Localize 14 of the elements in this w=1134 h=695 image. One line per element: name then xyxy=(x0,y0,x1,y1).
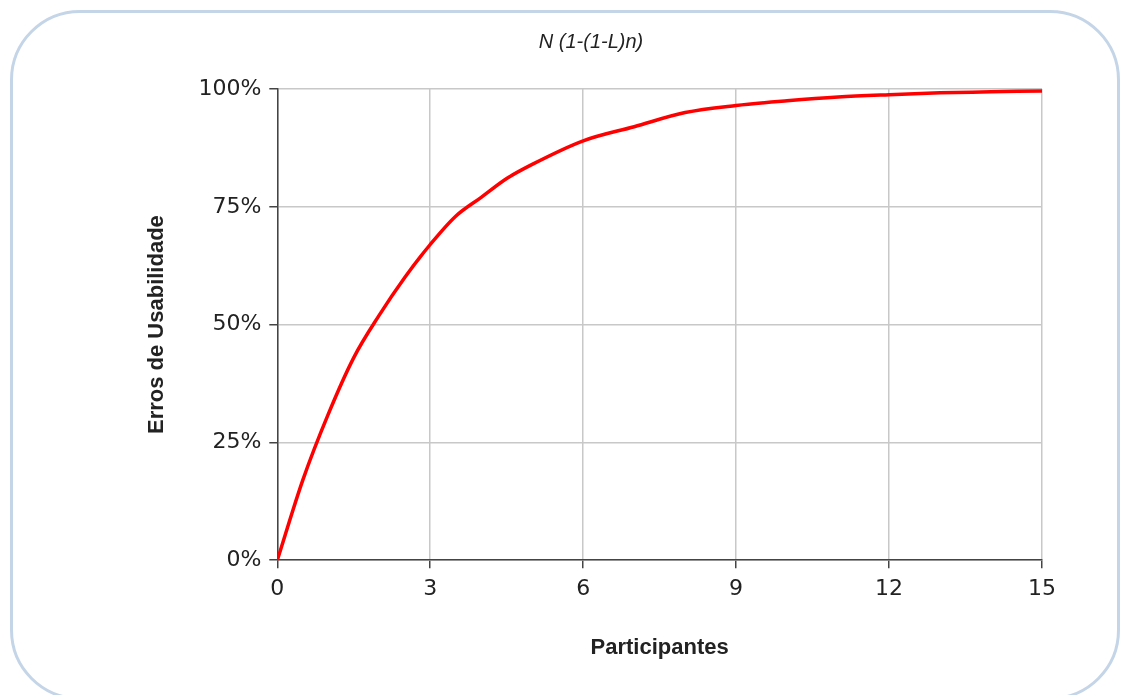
y-tick-label: 75% xyxy=(212,192,262,218)
x-tick-label: 15 xyxy=(1028,575,1056,601)
x-tick-label: 12 xyxy=(875,575,904,601)
y-tick-label: 50% xyxy=(212,310,262,336)
chart-title: N (1-(1-L)n) xyxy=(538,29,644,52)
x-axis-title: Participantes xyxy=(590,633,729,659)
y-tick-label: 0% xyxy=(226,545,262,571)
x-tick-label: 3 xyxy=(423,575,438,601)
x-tick-label: 9 xyxy=(729,575,744,601)
y-tick-label: 100% xyxy=(198,74,262,100)
y-axis-title: Erros de Usabilidade xyxy=(143,215,169,435)
y-tick-label: 25% xyxy=(212,428,262,454)
x-tick-label: 0 xyxy=(270,575,285,601)
x-tick-label: 6 xyxy=(576,575,591,601)
